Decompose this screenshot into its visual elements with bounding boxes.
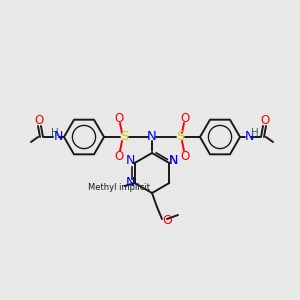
Text: O: O [180,112,190,124]
Text: N: N [126,176,135,190]
Text: O: O [34,115,43,128]
Text: N: N [169,154,178,167]
Text: O: O [180,149,190,163]
Text: N: N [169,154,178,167]
Text: S: S [176,130,184,143]
Text: O: O [260,115,270,128]
Text: S: S [120,130,128,143]
Text: N: N [126,154,135,167]
Text: O: O [114,149,124,163]
Text: N: N [244,130,254,143]
Text: O: O [114,112,124,124]
Text: N: N [147,130,157,143]
Text: N: N [53,130,63,143]
Text: Methyl implicit: Methyl implicit [88,184,150,193]
Text: H: H [251,128,259,138]
Text: H: H [51,128,59,138]
Text: O: O [162,214,172,226]
